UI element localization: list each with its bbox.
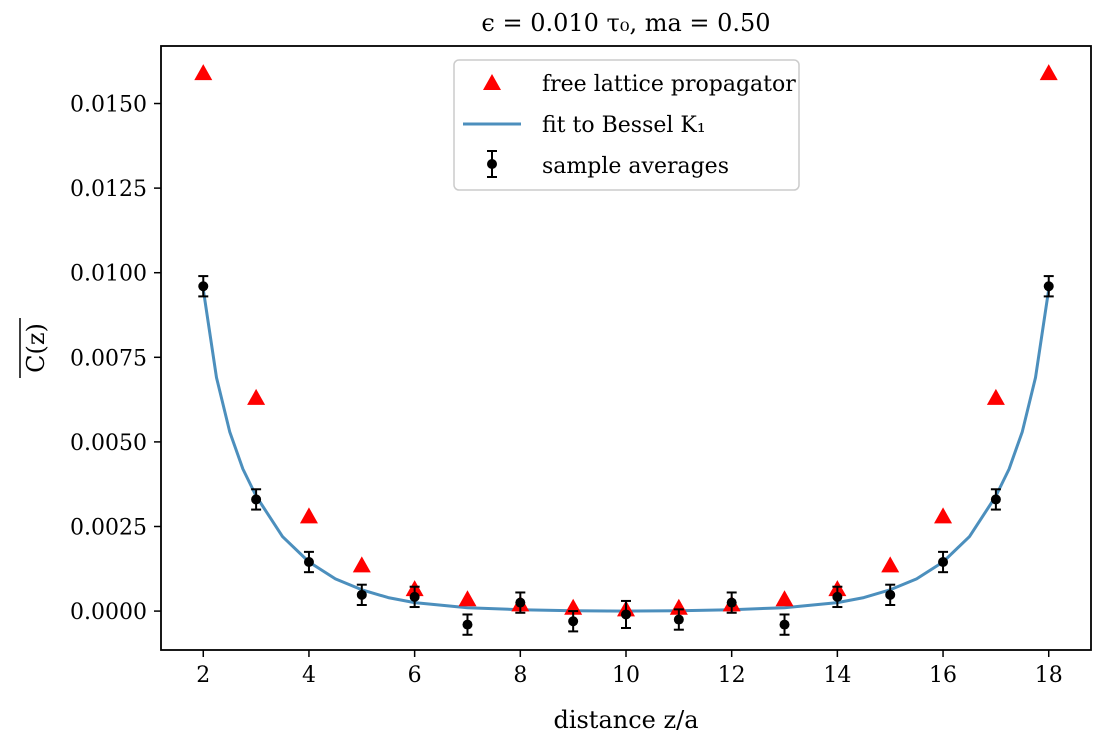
sample-point <box>621 609 631 620</box>
triangle-point <box>299 507 318 524</box>
errorbar-point <box>251 488 262 511</box>
errorbar-point <box>1043 275 1054 298</box>
sample-point <box>409 591 420 602</box>
errorbar-point <box>832 585 843 609</box>
errorbar-point <box>726 591 737 614</box>
triangle-point <box>352 556 371 573</box>
sample-point <box>303 557 314 568</box>
sample-point <box>515 597 526 608</box>
sample-point <box>462 619 473 630</box>
x-tick-label: 8 <box>513 663 527 688</box>
sample-point <box>885 589 896 600</box>
y-tick-label: 0.0025 <box>70 515 147 540</box>
legend-label-free-lattice: free lattice propagator <box>542 72 796 97</box>
errorbar-point <box>779 613 790 636</box>
errorbar-point <box>515 591 526 614</box>
errorbar-point <box>568 610 579 633</box>
errorbar-point <box>356 583 367 606</box>
x-tick-label: 2 <box>196 663 210 688</box>
y-tick-label: 0.0100 <box>70 262 147 287</box>
triangle-point <box>669 598 688 615</box>
triangle-point <box>1039 64 1058 81</box>
y-tick-label: 0.0075 <box>70 346 147 371</box>
sample-point <box>198 281 209 292</box>
legend-box <box>453 59 800 191</box>
x-axis-title: distance z/a <box>553 706 698 734</box>
triangle-point <box>458 590 477 607</box>
sample-point <box>990 494 1001 505</box>
sample-point <box>251 494 262 505</box>
x-tick-label: 14 <box>823 663 851 688</box>
legend-triangle-marker <box>483 74 501 90</box>
errorbar-point <box>885 583 896 606</box>
sample-point <box>1043 281 1054 292</box>
triangle-point <box>934 507 953 524</box>
x-tick-label: 6 <box>408 663 422 688</box>
chart-title: ϵ = 0.010 τ₀, ma = 0.50 <box>481 9 770 37</box>
triangle-point <box>194 64 213 81</box>
x-tick-label: 12 <box>718 663 746 688</box>
y-tick-label: 0.0125 <box>70 177 147 202</box>
y-tick-label: 0.0150 <box>70 93 147 118</box>
errorbar-point <box>198 275 209 298</box>
x-tick-label: 10 <box>612 663 640 688</box>
sample-point <box>832 591 843 602</box>
errorbar-point <box>673 608 684 631</box>
x-tick-label: 4 <box>302 663 316 688</box>
x-tick-label: 18 <box>1035 663 1063 688</box>
errorbar-point <box>303 550 314 574</box>
sample-point <box>938 557 949 568</box>
errorbar-point <box>462 613 473 636</box>
legend: free lattice propagator fit to Bessel K₁… <box>453 59 800 191</box>
legend-label-samples: sample averages <box>542 154 729 179</box>
sample-point <box>726 597 737 608</box>
y-axis: 0.0000 0.0025 0.0050 0.0075 0.0100 0.0125 0.01… <box>70 93 161 625</box>
triangle-point <box>775 590 794 607</box>
errorbar-point <box>409 585 420 609</box>
errorbar-point <box>990 488 1001 511</box>
sample-averages-series <box>198 275 1054 636</box>
legend-label-fit: fit to Bessel K₁ <box>542 113 706 138</box>
triangle-point <box>986 388 1005 405</box>
sample-point <box>568 616 579 627</box>
errorbar-point <box>938 550 949 574</box>
sample-point <box>673 614 684 625</box>
triangle-point <box>881 556 900 573</box>
y-tick-label: 0.0050 <box>70 431 147 456</box>
sample-point <box>779 619 790 630</box>
legend-dot-marker <box>487 159 497 169</box>
errorbar-point <box>621 599 631 630</box>
x-tick-label: 16 <box>929 663 957 688</box>
y-axis-title: C(z) <box>22 323 50 373</box>
x-axis: 2 4 6 8 10 12 14 16 18 <box>196 650 1063 688</box>
y-tick-label: 0.0000 <box>70 600 147 625</box>
triangle-point <box>247 388 266 405</box>
sample-point <box>356 589 367 600</box>
